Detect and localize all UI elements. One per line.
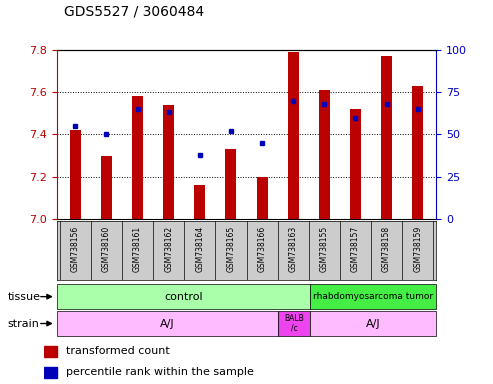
Text: A/J: A/J bbox=[366, 318, 380, 329]
Text: GSM738158: GSM738158 bbox=[382, 225, 391, 272]
Bar bbox=[350, 109, 361, 219]
Bar bbox=[310, 284, 436, 309]
Text: transformed count: transformed count bbox=[66, 346, 170, 356]
Bar bbox=[44, 367, 57, 378]
Text: GSM738166: GSM738166 bbox=[257, 225, 267, 272]
Bar bbox=[70, 130, 81, 219]
Text: GSM738155: GSM738155 bbox=[320, 225, 329, 272]
Text: GSM738157: GSM738157 bbox=[351, 225, 360, 272]
Text: rhabdomyosarcoma tumor: rhabdomyosarcoma tumor bbox=[313, 292, 433, 301]
Text: GSM738160: GSM738160 bbox=[102, 225, 111, 272]
Text: BALB
/c: BALB /c bbox=[284, 314, 304, 333]
Bar bbox=[101, 156, 112, 219]
Text: tissue: tissue bbox=[7, 291, 40, 302]
Bar bbox=[163, 105, 174, 219]
Text: GSM738159: GSM738159 bbox=[413, 225, 422, 272]
Bar bbox=[310, 311, 436, 336]
Text: GSM738164: GSM738164 bbox=[195, 225, 204, 272]
Bar bbox=[57, 284, 310, 309]
Text: GSM738163: GSM738163 bbox=[289, 225, 298, 272]
Bar bbox=[381, 56, 392, 219]
Bar bbox=[257, 177, 268, 219]
Text: control: control bbox=[164, 291, 203, 302]
Text: GSM738165: GSM738165 bbox=[226, 225, 236, 272]
Bar bbox=[288, 52, 299, 219]
Text: GSM738161: GSM738161 bbox=[133, 225, 142, 272]
Text: A/J: A/J bbox=[160, 318, 175, 329]
Text: percentile rank within the sample: percentile rank within the sample bbox=[66, 367, 254, 377]
Bar bbox=[412, 86, 423, 219]
Text: GSM738162: GSM738162 bbox=[164, 225, 173, 272]
Bar bbox=[44, 346, 57, 357]
Text: GSM738156: GSM738156 bbox=[71, 225, 80, 272]
Bar bbox=[225, 149, 236, 219]
Bar bbox=[57, 311, 278, 336]
Bar bbox=[194, 185, 205, 219]
Bar bbox=[278, 311, 310, 336]
Bar bbox=[319, 90, 330, 219]
Text: strain: strain bbox=[7, 318, 39, 329]
Text: GDS5527 / 3060484: GDS5527 / 3060484 bbox=[64, 5, 204, 19]
Bar bbox=[132, 96, 143, 219]
